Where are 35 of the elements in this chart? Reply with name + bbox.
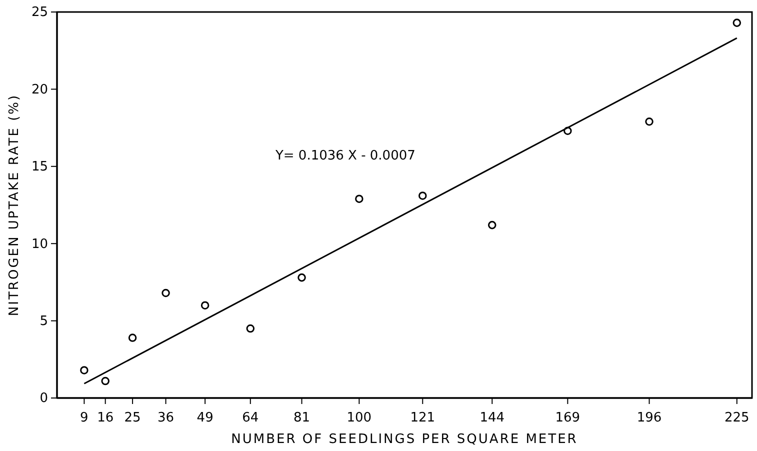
point	[80, 366, 88, 374]
x-tick-label: 121	[410, 410, 436, 426]
point	[162, 288, 170, 298]
point	[200, 301, 210, 310]
y-axis-title: NITROGEN UPTAKE RATE (%)	[7, 94, 22, 316]
point	[564, 126, 572, 136]
y-tick-label: 5	[40, 314, 48, 329]
x-tick-label: 36	[158, 410, 174, 426]
x-tick-label: 169	[555, 410, 580, 426]
x-tick-label: 9	[80, 410, 88, 426]
point	[732, 18, 742, 27]
point	[101, 376, 110, 386]
point	[355, 194, 364, 203]
x-tick-label: 100	[346, 410, 372, 426]
point	[246, 324, 255, 333]
x-tick-label: 81	[293, 410, 310, 426]
y-tick-label: 15	[31, 160, 48, 175]
y-tick-label: 20	[31, 82, 48, 98]
point	[488, 220, 496, 230]
x-axis-title: NUMBER OF SEEDLINGS PER SQUARE METER	[231, 432, 578, 447]
x-tick-label: 64	[242, 410, 259, 426]
point	[128, 334, 137, 342]
point	[418, 192, 427, 200]
y-tick-label: 10	[31, 236, 48, 252]
x-tick-label: 196	[636, 410, 662, 426]
x-tick-label: 144	[480, 410, 505, 426]
point	[645, 117, 654, 126]
x-tick-label: 16	[97, 410, 114, 426]
x-tick-label: 49	[196, 410, 214, 426]
x-tick-label: 225	[724, 410, 750, 426]
y-tick-label: 0	[40, 391, 48, 406]
x-tick-label: 25	[124, 410, 141, 426]
point	[298, 273, 306, 282]
y-tick-label: 25	[31, 5, 48, 20]
annotation: Y= 0.1036 X - 0.0007	[274, 148, 416, 164]
